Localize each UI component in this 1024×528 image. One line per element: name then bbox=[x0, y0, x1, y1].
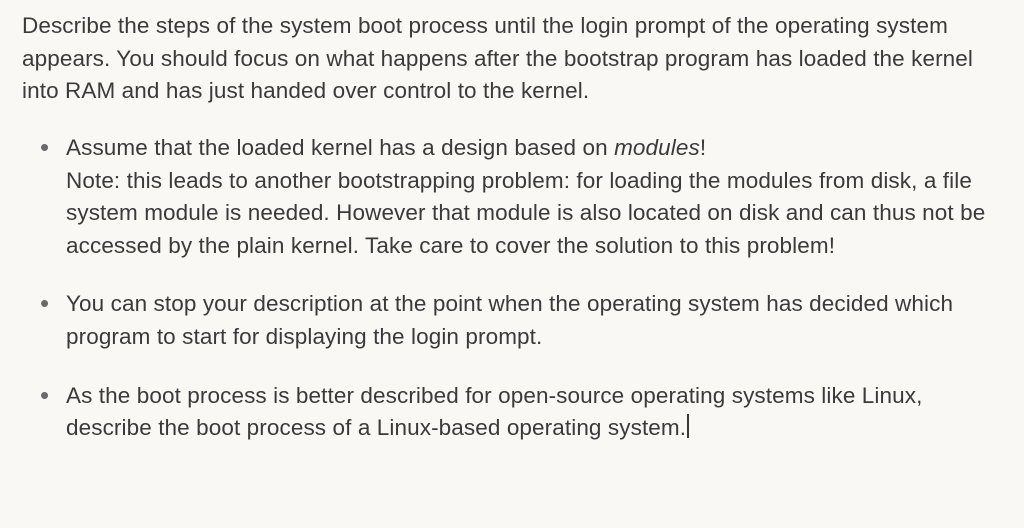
text-cursor bbox=[687, 414, 689, 438]
bullet1-post: ! bbox=[700, 135, 706, 160]
question-intro: Describe the steps of the system boot pr… bbox=[22, 10, 1002, 108]
bullet2-text: You can stop your description at the poi… bbox=[66, 291, 953, 349]
bullet3-text: As the boot process is better described … bbox=[66, 383, 922, 441]
bullet-list: Assume that the loaded kernel has a desi… bbox=[22, 132, 1002, 445]
bullet1-pre: Assume that the loaded kernel has a desi… bbox=[66, 135, 614, 160]
bullet1-note: Note: this leads to another bootstrappin… bbox=[66, 168, 985, 258]
bullet1-italic: modules bbox=[614, 135, 700, 160]
bullet-item-stop: You can stop your description at the poi… bbox=[22, 288, 1002, 353]
bullet-item-linux: As the boot process is better described … bbox=[22, 380, 1002, 445]
bullet-item-modules: Assume that the loaded kernel has a desi… bbox=[22, 132, 1002, 263]
